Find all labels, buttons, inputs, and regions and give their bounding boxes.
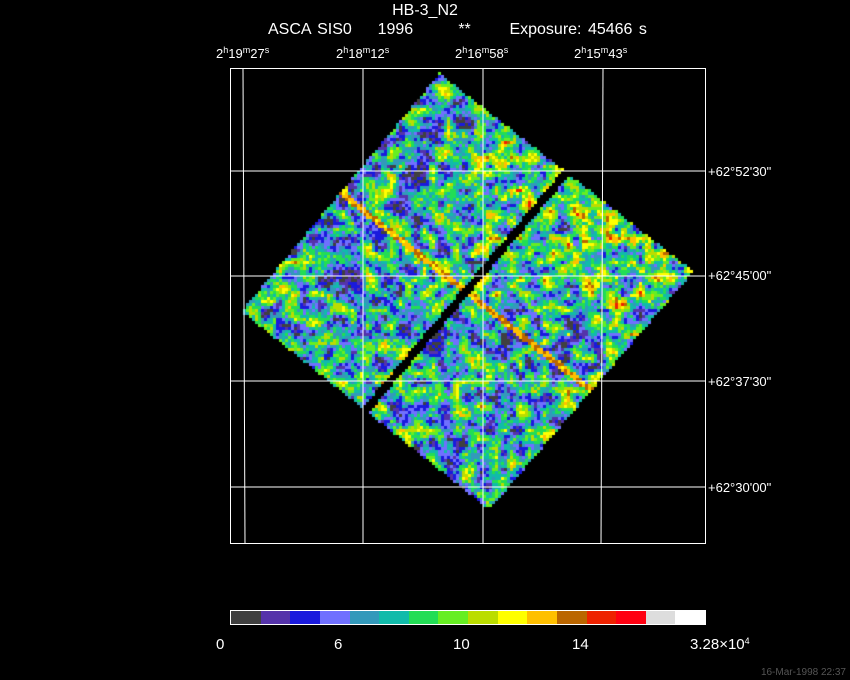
image-subtitle: ASCA SIS0 1996 ** Exposure: 45466 s [268, 22, 647, 38]
marker-label: ** [458, 21, 471, 38]
colorbar-tick: 6 [334, 636, 343, 653]
colorbar-swatch [379, 611, 409, 624]
colorbar-swatch [645, 611, 676, 624]
colorbar-tick: 10 [453, 636, 470, 653]
coordinate-grid [231, 69, 705, 543]
colorbar-swatch [349, 611, 380, 624]
colorbar-swatch [290, 611, 320, 624]
colorbar-swatch [408, 611, 439, 624]
colorbar [230, 610, 706, 625]
ra-label: 2h15m43s [574, 45, 628, 62]
colorbar-swatch [586, 611, 617, 624]
colorbar-tick: 14 [572, 636, 589, 653]
colorbar-swatch [319, 611, 350, 624]
ra-label: 2h16m58s [455, 45, 509, 62]
ra-label: 2h19m27s [216, 45, 270, 62]
dec-label: +62°30'00" [708, 480, 772, 495]
year-label: 1996 [377, 21, 414, 38]
image-frame [230, 68, 706, 544]
dec-label: +62°52'30" [708, 164, 772, 179]
timestamp: 16-Mar-1998 22:37 [760, 667, 846, 678]
colorbar-swatch [468, 611, 498, 624]
dec-label: +62°45'00" [708, 268, 772, 283]
colorbar-swatch [231, 611, 261, 624]
instrument-label: ASCA SIS0 [268, 21, 352, 38]
colorbar-swatch [260, 611, 291, 624]
image-title: HB-3_N2 [392, 2, 458, 19]
dec-label: +62°37'30" [708, 374, 772, 389]
exposure-label: Exposure: 45466 s [509, 21, 647, 38]
colorbar-swatch [497, 611, 528, 624]
colorbar-swatch [675, 611, 705, 624]
xray-image [231, 69, 705, 543]
ra-label: 2h18m12s [336, 45, 390, 62]
colorbar-swatch [527, 611, 557, 624]
colorbar-swatch [438, 611, 468, 624]
colorbar-swatch [616, 611, 646, 624]
colorbar-tick: 0 [216, 636, 225, 653]
colorbar-swatch [556, 611, 587, 624]
colorbar-max: 3.28×104 [690, 636, 750, 653]
